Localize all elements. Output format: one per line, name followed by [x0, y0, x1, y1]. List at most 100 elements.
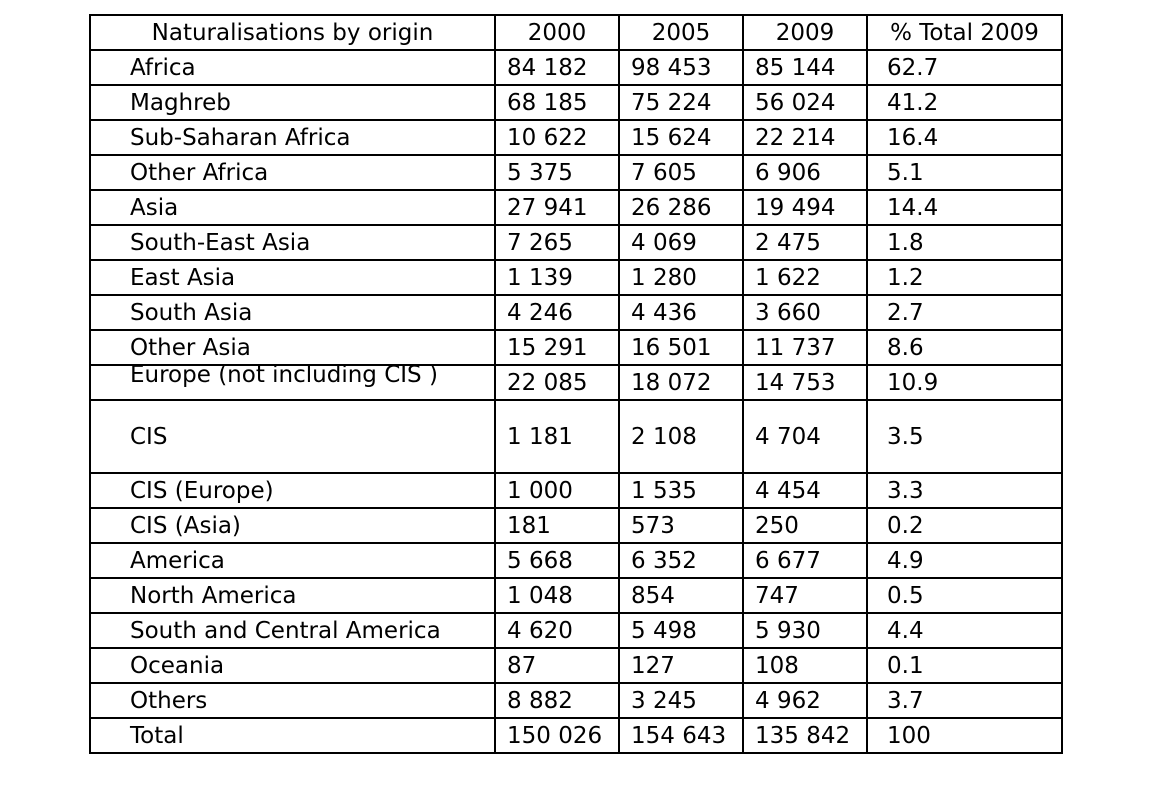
- origin-cell: South Asia: [89, 294, 496, 331]
- percent-2009-cell: 14.4: [866, 189, 1063, 226]
- value-2000-cell: 1 139: [494, 259, 620, 296]
- table-row: North America 1 048 854 747 0.5: [89, 577, 1063, 614]
- table-row: Oceania 87 127 108 0.1: [89, 647, 1063, 684]
- value-2005-cell: 75 224: [618, 84, 744, 121]
- origin-cell: Others: [89, 682, 496, 719]
- value-2005-cell: 127: [618, 647, 744, 684]
- percent-2009-cell: 0.5: [866, 577, 1063, 614]
- origin-cell: Sub-Saharan Africa: [89, 119, 496, 156]
- value-2005-cell: 18 072: [618, 364, 744, 401]
- value-2000-cell: 4 620: [494, 612, 620, 649]
- naturalisations-table: Naturalisations by origin 2000 2005 2009…: [89, 14, 1063, 754]
- table-row: Total 150 026 154 643 135 842 100: [89, 717, 1063, 754]
- value-2000-cell: 1 048: [494, 577, 620, 614]
- header-2000: 2000: [494, 14, 620, 51]
- percent-2009-cell: 3.7: [866, 682, 1063, 719]
- value-2009-cell: 747: [742, 577, 868, 614]
- value-2009-cell: 108: [742, 647, 868, 684]
- table-body: Africa 84 182 98 453 85 144 62.7 Maghreb 68 18…: [89, 49, 1063, 754]
- value-2009-cell: 4 454: [742, 472, 868, 509]
- percent-2009-cell: 4.4: [866, 612, 1063, 649]
- header-percent-total-2009: % Total 2009: [866, 14, 1063, 51]
- value-2000-cell: 7 265: [494, 224, 620, 261]
- origin-cell: CIS (Europe): [89, 472, 496, 509]
- value-2009-cell: 19 494: [742, 189, 868, 226]
- table-row: South Asia 4 246 4 436 3 660 2.7: [89, 294, 1063, 331]
- percent-2009-cell: 3.5: [866, 399, 1063, 474]
- value-2009-cell: 2 475: [742, 224, 868, 261]
- value-2000-cell: 27 941: [494, 189, 620, 226]
- table-row: Sub-Saharan Africa 10 622 15 624 22 214 16.4: [89, 119, 1063, 156]
- origin-cell: CIS (Asia): [89, 507, 496, 544]
- value-2000-cell: 181: [494, 507, 620, 544]
- value-2005-cell: 4 069: [618, 224, 744, 261]
- value-2009-cell: 5 930: [742, 612, 868, 649]
- value-2009-cell: 250: [742, 507, 868, 544]
- table-row: Europe (not including CIS ) 22 085 18 072 1…: [89, 364, 1063, 401]
- percent-2009-cell: 5.1: [866, 154, 1063, 191]
- value-2000-cell: 5 668: [494, 542, 620, 579]
- table-row: CIS (Europe) 1 000 1 535 4 454 3.3: [89, 472, 1063, 509]
- percent-2009-cell: 10.9: [866, 364, 1063, 401]
- value-2005-cell: 1 535: [618, 472, 744, 509]
- percent-2009-cell: 41.2: [866, 84, 1063, 121]
- table-row: Others 8 882 3 245 4 962 3.7: [89, 682, 1063, 719]
- value-2000-cell: 84 182: [494, 49, 620, 86]
- value-2005-cell: 854: [618, 577, 744, 614]
- value-2005-cell: 98 453: [618, 49, 744, 86]
- percent-2009-cell: 62.7: [866, 49, 1063, 86]
- table-row: South and Central America 4 620 5 498 5 930…: [89, 612, 1063, 649]
- origin-cell: America: [89, 542, 496, 579]
- value-2005-cell: 6 352: [618, 542, 744, 579]
- percent-2009-cell: 1.8: [866, 224, 1063, 261]
- table-row: CIS 1 181 2 108 4 704 3.5: [89, 399, 1063, 474]
- percent-2009-cell: 3.3: [866, 472, 1063, 509]
- value-2000-cell: 150 026: [494, 717, 620, 754]
- table-row: South-East Asia 7 265 4 069 2 475 1.8: [89, 224, 1063, 261]
- table-row: Other Africa 5 375 7 605 6 906 5.1: [89, 154, 1063, 191]
- origin-cell: East Asia: [89, 259, 496, 296]
- percent-2009-cell: 2.7: [866, 294, 1063, 331]
- value-2009-cell: 22 214: [742, 119, 868, 156]
- value-2005-cell: 4 436: [618, 294, 744, 331]
- percent-2009-cell: 0.2: [866, 507, 1063, 544]
- header-2005: 2005: [618, 14, 744, 51]
- origin-cell: South and Central America: [89, 612, 496, 649]
- value-2000-cell: 10 622: [494, 119, 620, 156]
- table-row: CIS (Asia) 181 573 250 0.2: [89, 507, 1063, 544]
- value-2009-cell: 4 962: [742, 682, 868, 719]
- percent-2009-cell: 8.6: [866, 329, 1063, 366]
- value-2009-cell: 135 842: [742, 717, 868, 754]
- value-2000-cell: 1 000: [494, 472, 620, 509]
- value-2009-cell: 4 704: [742, 399, 868, 474]
- header-2009: 2009: [742, 14, 868, 51]
- origin-label: Europe (not including CIS ): [130, 365, 438, 388]
- value-2000-cell: 15 291: [494, 329, 620, 366]
- value-2000-cell: 87: [494, 647, 620, 684]
- origin-cell: Other Africa: [89, 154, 496, 191]
- value-2000-cell: 5 375: [494, 154, 620, 191]
- value-2005-cell: 1 280: [618, 259, 744, 296]
- value-2009-cell: 85 144: [742, 49, 868, 86]
- table-row: East Asia 1 139 1 280 1 622 1.2: [89, 259, 1063, 296]
- value-2009-cell: 3 660: [742, 294, 868, 331]
- origin-cell: South-East Asia: [89, 224, 496, 261]
- origin-cell: Total: [89, 717, 496, 754]
- table-row: Maghreb 68 185 75 224 56 024 41.2: [89, 84, 1063, 121]
- origin-cell: CIS: [89, 399, 496, 474]
- origin-cell: Europe (not including CIS ): [89, 364, 496, 401]
- value-2005-cell: 15 624: [618, 119, 744, 156]
- table-row: Africa 84 182 98 453 85 144 62.7: [89, 49, 1063, 86]
- percent-2009-cell: 100: [866, 717, 1063, 754]
- origin-cell: Other Asia: [89, 329, 496, 366]
- value-2000-cell: 1 181: [494, 399, 620, 474]
- value-2005-cell: 2 108: [618, 399, 744, 474]
- value-2009-cell: 14 753: [742, 364, 868, 401]
- percent-2009-cell: 4.9: [866, 542, 1063, 579]
- value-2005-cell: 26 286: [618, 189, 744, 226]
- origin-cell: Africa: [89, 49, 496, 86]
- table-row: Asia 27 941 26 286 19 494 14.4: [89, 189, 1063, 226]
- value-2005-cell: 5 498: [618, 612, 744, 649]
- value-2000-cell: 4 246: [494, 294, 620, 331]
- value-2000-cell: 22 085: [494, 364, 620, 401]
